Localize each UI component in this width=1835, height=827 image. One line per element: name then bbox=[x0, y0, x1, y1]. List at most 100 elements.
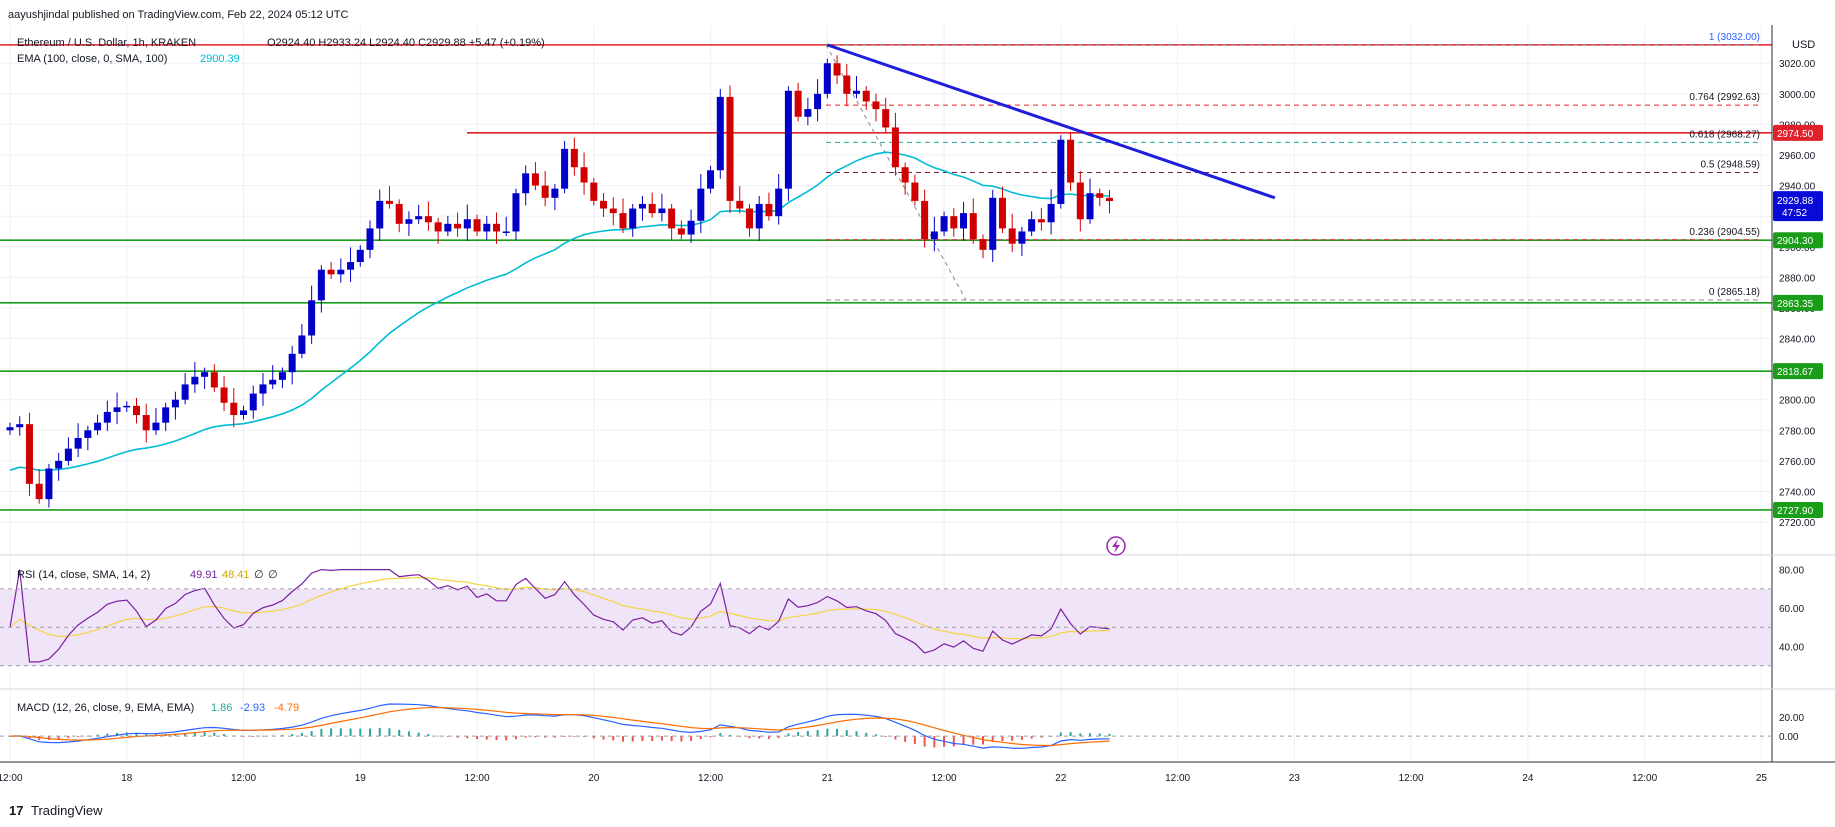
currency-label[interactable]: USD bbox=[1792, 39, 1815, 51]
macd-legend-label[interactable]: MACD (12, 26, close, 9, EMA, EMA) bbox=[17, 702, 194, 714]
macd-hist-bar bbox=[816, 730, 819, 737]
candle-up bbox=[716, 96, 724, 171]
candle-up bbox=[308, 300, 316, 336]
macd-hist-bar bbox=[446, 736, 449, 737]
candle-down bbox=[1096, 193, 1104, 198]
candle-down bbox=[736, 200, 744, 209]
candle-up bbox=[55, 460, 63, 469]
candle-down bbox=[921, 200, 929, 240]
macd-hist-bar bbox=[437, 735, 440, 737]
macd-hist-bar bbox=[719, 733, 722, 737]
macd-hist-bar bbox=[330, 728, 333, 737]
candle-down bbox=[25, 424, 33, 484]
rsi-tick-label: 40.00 bbox=[1779, 643, 1804, 654]
macd-hist-bar bbox=[729, 734, 732, 737]
time-tick-label: 18 bbox=[121, 773, 133, 784]
macd-hist-bar bbox=[116, 732, 119, 737]
candle-up bbox=[1047, 203, 1055, 223]
candle-down bbox=[726, 96, 734, 201]
macd-hist-bar bbox=[777, 736, 780, 739]
time-tick-label: 12:00 bbox=[465, 773, 490, 784]
candle-up bbox=[853, 90, 861, 94]
lightning-icon[interactable] bbox=[1106, 536, 1126, 556]
bearish-trendline[interactable] bbox=[826, 43, 1276, 200]
macd-signal-line bbox=[9, 706, 1110, 747]
time-tick-label: 12:00 bbox=[1632, 773, 1657, 784]
macd-hist-bar bbox=[407, 731, 410, 737]
macd-hist-bar bbox=[758, 736, 761, 739]
resistance-badge-label: 2974.50 bbox=[1777, 129, 1814, 140]
macd-hist-bar bbox=[291, 734, 294, 737]
tradingview-logo[interactable]: 17 TradingView bbox=[9, 803, 103, 818]
candle-down bbox=[882, 109, 890, 128]
price-tick-label: 3020.00 bbox=[1779, 59, 1816, 70]
candle-up bbox=[376, 200, 384, 229]
candle-up bbox=[6, 427, 14, 431]
macd-hist-bar bbox=[806, 730, 809, 737]
macd-hist-bar bbox=[573, 736, 576, 737]
symbol-title[interactable]: Ethereum / U.S. Dollar, 1h, KRAKEN bbox=[17, 37, 196, 49]
candle-down bbox=[998, 197, 1006, 229]
candle-down bbox=[327, 269, 335, 275]
macd-hist-bar bbox=[145, 733, 148, 737]
macd-hist-bar bbox=[553, 736, 556, 738]
macd-hist-bar bbox=[417, 732, 420, 737]
ema-legend-label[interactable]: EMA (100, close, 0, SMA, 100) bbox=[17, 53, 167, 65]
candle-down bbox=[843, 75, 851, 94]
candle-up bbox=[347, 262, 355, 270]
candle-up bbox=[930, 231, 938, 240]
current-price-label: 2929.88 bbox=[1777, 196, 1814, 207]
macd-hist-bar bbox=[670, 736, 673, 742]
candle-up bbox=[152, 422, 160, 431]
rsi-sma-line bbox=[9, 576, 1110, 640]
candle-down bbox=[1008, 228, 1016, 244]
macd-hist-bar bbox=[563, 736, 566, 737]
time-tick-label: 12:00 bbox=[1399, 773, 1424, 784]
macd-hist-bar bbox=[592, 736, 595, 739]
macd-hist-bar bbox=[913, 736, 916, 745]
time-tick-label: 20 bbox=[588, 773, 600, 784]
macd-hist-bar bbox=[1108, 733, 1111, 737]
time-tick-label: 22 bbox=[1055, 773, 1067, 784]
fib-label: 0.764 (2992.63) bbox=[1689, 92, 1760, 103]
macd-legend-hist: 1.86 bbox=[211, 702, 232, 714]
macd-hist-bar bbox=[680, 736, 683, 742]
candle-up bbox=[629, 208, 637, 229]
macd-hist-bar bbox=[281, 734, 284, 737]
macd-hist-bar bbox=[203, 732, 206, 737]
candle-up bbox=[1086, 193, 1094, 220]
candle-down bbox=[424, 216, 432, 223]
candle-up bbox=[366, 228, 374, 250]
price-tick-label: 2760.00 bbox=[1779, 457, 1816, 468]
macd-hist-bar bbox=[369, 728, 372, 737]
candle-down bbox=[950, 216, 958, 229]
candle-up bbox=[356, 249, 364, 263]
time-tick-label: 12:00 bbox=[932, 773, 957, 784]
candle-down bbox=[385, 200, 393, 204]
fib-label: 0.618 (2968.27) bbox=[1689, 129, 1760, 140]
macd-hist-bar bbox=[1020, 736, 1023, 740]
candle-up bbox=[317, 269, 325, 301]
candle-down bbox=[210, 372, 218, 388]
candle-down bbox=[1067, 139, 1075, 183]
candle-up bbox=[775, 188, 783, 217]
macd-hist-bar bbox=[1059, 732, 1062, 737]
candle-up bbox=[522, 173, 530, 194]
candle-up bbox=[502, 231, 510, 233]
rsi-legend-label[interactable]: RSI (14, close, SMA, 14, 2) bbox=[17, 569, 150, 581]
candle-down bbox=[668, 208, 676, 229]
candle-up bbox=[181, 384, 189, 400]
macd-hist-bar bbox=[1001, 736, 1004, 742]
time-axis[interactable]: 12:00 18 12:00 19 12:00 20 12:00 21 12:00 22 12:00… bbox=[0, 773, 1767, 784]
candle-up bbox=[940, 216, 948, 232]
rsi-legend-empty-1: ∅ bbox=[254, 569, 264, 581]
time-tick-label: 12:00 bbox=[698, 773, 723, 784]
macd-hist-bar bbox=[1098, 733, 1101, 737]
candle-down bbox=[600, 200, 608, 209]
macd-hist-bar bbox=[1011, 736, 1014, 741]
macd-hist-bar bbox=[904, 736, 907, 742]
macd-hist-bar bbox=[184, 732, 187, 737]
macd-hist-bar bbox=[193, 732, 196, 737]
candle-up bbox=[960, 213, 968, 229]
